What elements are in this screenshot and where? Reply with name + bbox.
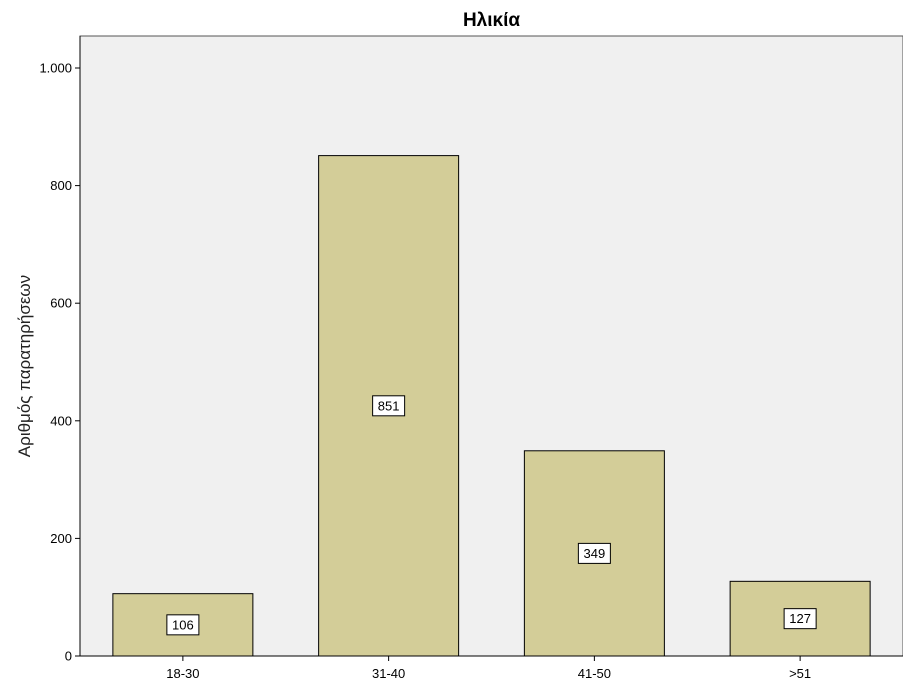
data-label: 349 [584, 546, 606, 561]
y-tick-label: 800 [50, 178, 72, 193]
y-tick-label: 0 [65, 649, 72, 664]
x-axis: 18-30 31-40 41-50 >51 [80, 655, 903, 681]
x-tick-label: 41-50 [578, 666, 611, 681]
data-label: 106 [172, 617, 194, 632]
x-tick-label: 18-30 [166, 666, 199, 681]
data-label: 851 [378, 398, 400, 413]
x-tick-label: 31-40 [372, 666, 405, 681]
bars: 106 851 349 127 [112, 155, 871, 657]
data-label: 127 [789, 611, 811, 626]
y-tick-label: 200 [50, 531, 72, 546]
plot-area [79, 35, 903, 657]
chart-title: Ηλικία [463, 10, 520, 31]
y-tick-label: 600 [50, 296, 72, 311]
x-tick-label: >51 [789, 666, 811, 681]
y-axis: 0 200 400 600 800 1.000 [39, 36, 81, 664]
data-label-box [577, 542, 611, 564]
data-label-box [783, 608, 817, 630]
data-label-box [166, 614, 200, 636]
data-label-box [372, 395, 406, 417]
y-tick-label: 1.000 [39, 61, 72, 76]
y-tick-label: 400 [50, 413, 72, 428]
y-axis-label: Αριθμός παρατηρήσεων [15, 275, 34, 457]
